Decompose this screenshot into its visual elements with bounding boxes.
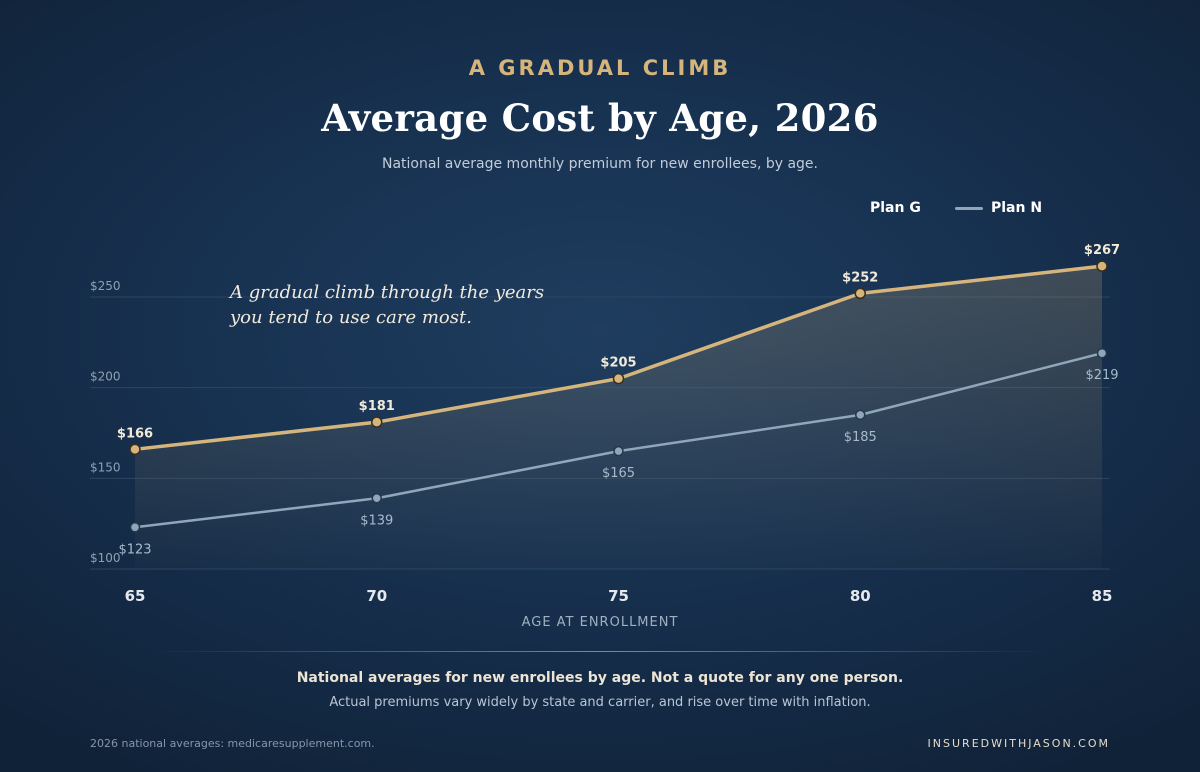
plan-g-data-label: $166 [117, 426, 153, 441]
plan-n-point [371, 493, 382, 504]
chart-legend: Plan G Plan N [870, 200, 1042, 216]
plan-n-data-label: $123 [118, 542, 151, 557]
plan-g-data-label: $267 [1084, 243, 1120, 258]
x-tick-label: 80 [850, 587, 871, 605]
plan-g-point [129, 443, 141, 456]
x-tick-label: 65 [125, 587, 146, 605]
chart-eyebrow: A GRADUAL CLIMB [468, 56, 732, 80]
plan-n-data-label: $219 [1085, 368, 1118, 383]
plan-g-data-label: $252 [842, 270, 878, 285]
chart-title: Average Cost by Age, 2026 [321, 96, 879, 140]
point-layer [129, 260, 1108, 533]
plan-g-data-label: $205 [600, 356, 636, 371]
legend-label-plan-g: Plan G [870, 200, 921, 216]
brand-label: INSUREDWITHJASON.COM [927, 737, 1110, 750]
plan-n-point [613, 445, 624, 457]
y-tick-label: $150 [90, 460, 121, 474]
legend-item-plan-g: Plan G [870, 200, 955, 216]
x-tick-label: 85 [1092, 587, 1113, 605]
plan-g-point [612, 372, 625, 385]
plan-n-point [1096, 347, 1108, 359]
x-axis-title: AGE AT ENROLLMENT [521, 615, 679, 630]
y-tick-label: $250 [90, 279, 121, 293]
footer-note-sub: Actual premiums vary widely by state and… [329, 695, 871, 710]
footer-note-main: National averages for new enrollees by a… [296, 670, 904, 686]
plan-n-data-label: $165 [602, 466, 635, 481]
plan-n-data-label: $139 [360, 513, 393, 528]
plan-n-data-label: $185 [844, 430, 877, 445]
annotation-line-1: A gradual climb through the years [230, 282, 545, 303]
plan-n-point [129, 522, 141, 533]
x-tick-label: 75 [608, 587, 629, 605]
legend-swatch-plan-n [955, 206, 983, 210]
legend-label-plan-n: Plan N [991, 200, 1043, 216]
chart-subtitle: National average monthly premium for new… [382, 156, 818, 172]
chart-annotation: A gradual climb through the years you te… [230, 280, 570, 330]
y-tick-label: $200 [90, 370, 121, 384]
y-tick-label: $100 [90, 551, 121, 565]
plan-g-point [854, 287, 866, 300]
annotation-line-2: you tend to use care most. [230, 307, 472, 328]
x-tick-label: 70 [366, 587, 387, 605]
plan-g-point [371, 416, 383, 428]
source-note: 2026 national averages: medicaresuppleme… [90, 737, 375, 750]
footer-divider [150, 651, 1050, 652]
plan-n-point [855, 409, 866, 421]
plan-g-point [1096, 260, 1108, 272]
plan-g-data-label: $181 [359, 399, 395, 414]
legend-item-plan-n: Plan N [955, 200, 1042, 216]
label-layer: $100 $150 $200 $250 65 70 75 80 85 $166 $181 $205 $2… [90, 243, 1120, 605]
